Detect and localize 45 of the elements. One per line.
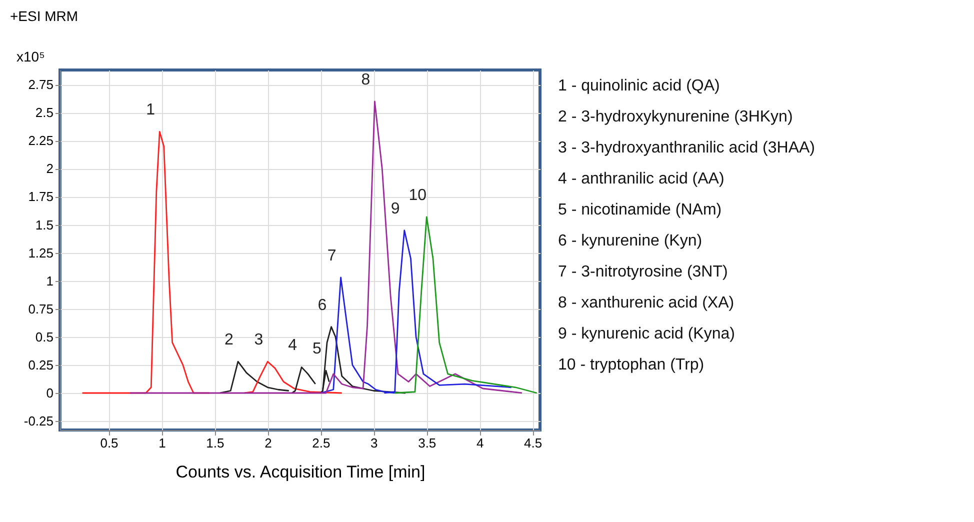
annotation: 10 [408,186,427,204]
x-tick-label: 3 [370,436,378,450]
y-tick-label: -0.25 [24,414,54,429]
text: 5 - nicotinamide (NAm) [558,202,722,218]
annotation: 8 [361,71,370,88]
text: 6 - kynurenine (Kyn) [558,232,702,250]
x-tick-label: 1.5 [206,436,224,450]
text: 1 - quinolinic acid (QA) [558,78,720,94]
annotation: 3 [254,332,264,349]
annotation: 1 [146,102,156,119]
y-tick-label: 1.5 [35,217,54,232]
y-tick-label: 0.25 [28,357,54,372]
y-tick-label: 1.75 [28,189,54,204]
annotation: 6 [318,296,327,314]
y-tick-label: 0.5 [35,329,54,344]
x-tick-label: 1 [158,436,166,450]
annotation: 5 [312,340,322,358]
y-tick-label: 2.75 [28,77,54,92]
x-tick-label: 0.5 [100,436,118,450]
x-tick-label: 4.5 [524,436,542,450]
text: 9 - kynurenic acid (Kyna) [558,326,735,342]
x-tick-label: 2 [264,436,272,450]
chart-title: +ESI MRM [10,8,78,24]
y-tick-label: 2.25 [28,133,54,148]
x-axis-title: Counts vs. Acquisition Time [min] [176,462,426,482]
text: 3 - 3-hydroxyanthranilic acid (3HAA) [558,140,815,156]
annotation: 4 [288,337,298,354]
annotation: 9 [390,200,400,218]
text: 7 - 3-nitrotyrosine (3NT) [558,264,728,280]
text: 2 - 3-hydroxykynurenine (3HKyn) [558,108,793,126]
y-tick-label: 2.5 [35,105,54,120]
annotation: 7 [327,247,336,264]
x-tick-label: 2.5 [312,436,330,450]
text: 8 - xanthurenic acid (XA) [558,294,734,312]
y-tick-label: 1 [46,273,54,288]
y-tick-label: 0 [46,385,54,400]
text: 10 - tryptophan (Trp) [558,356,704,374]
y-tick-label: 1.25 [28,245,54,260]
x-tick-label: 3.5 [418,436,436,450]
x-tick-label: 4 [476,436,484,450]
y-tick-label: 0.75 [28,301,54,316]
y-axis-title: x10⁵ [16,48,45,64]
y-tick-label: 2 [46,161,54,176]
text: 4 - anthranilic acid (AA) [558,170,724,188]
annotation: 2 [224,332,234,349]
